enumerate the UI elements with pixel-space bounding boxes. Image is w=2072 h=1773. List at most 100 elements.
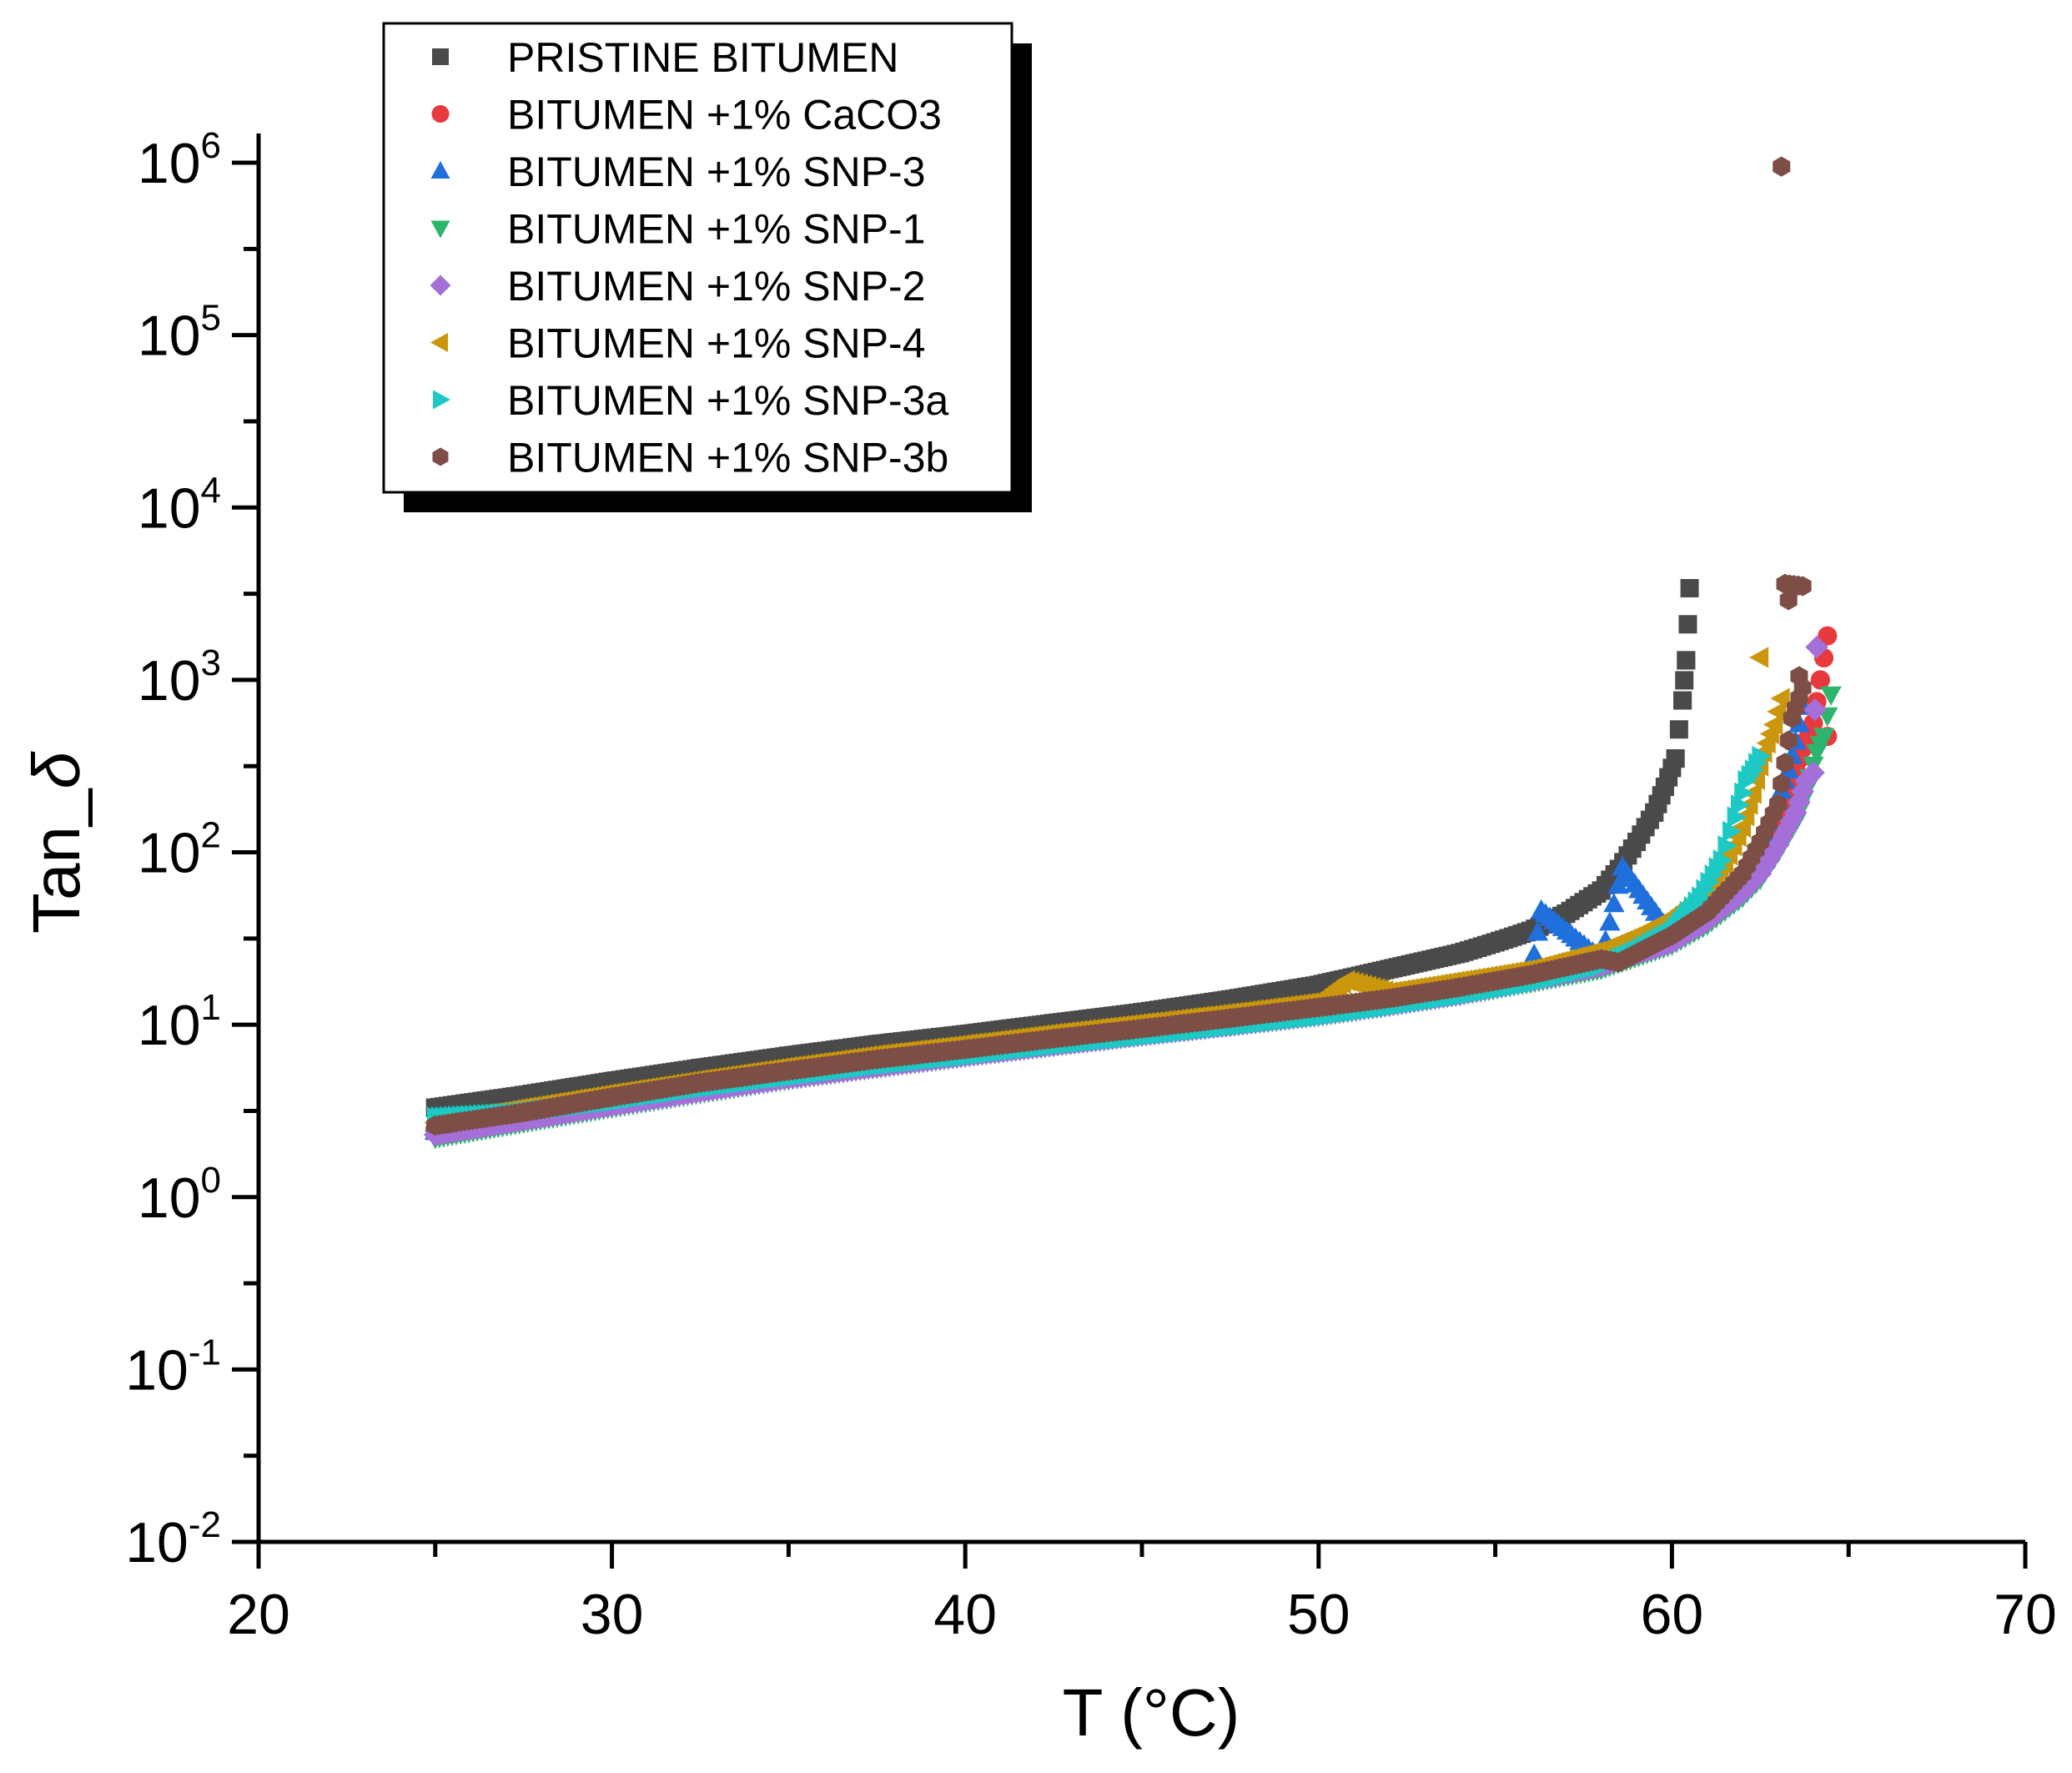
legend-item: BITUMEN +1% SNP-3b	[432, 435, 948, 481]
legend-marker	[430, 333, 448, 352]
legend-marker	[433, 390, 450, 410]
data-point	[426, 1115, 445, 1136]
legend-marker	[430, 161, 450, 179]
data-point	[868, 1049, 886, 1070]
data-point	[1610, 952, 1628, 973]
data-point	[1309, 975, 1328, 995]
x-tick-label: 20	[227, 1583, 290, 1646]
data-point	[603, 1086, 621, 1108]
data-point	[1673, 691, 1692, 710]
series-8	[426, 156, 1812, 1136]
legend-label: BITUMEN +1% CaCO3	[507, 92, 942, 139]
legend: PRISTINE BITUMEN BITUMEN +1% CaCO3 BITUMEN…	[382, 22, 1032, 512]
legend-item: BITUMEN +1% SNP-3a	[433, 377, 949, 424]
legend-marker	[430, 220, 450, 239]
data-point	[1749, 647, 1769, 668]
legend-item: BITUMEN +1% SNP-3	[430, 149, 926, 195]
data-point	[1666, 749, 1685, 768]
data-point	[1806, 743, 1828, 763]
y-tick-label: 102	[138, 815, 221, 885]
legend-label: BITUMEN +1% SNP-1	[507, 206, 926, 253]
data-point	[1677, 651, 1696, 670]
data-point	[1793, 576, 1812, 597]
data-point	[1335, 970, 1355, 992]
legend-item: BITUMEN +1% SNP-1	[430, 206, 926, 253]
data-point	[1783, 708, 1801, 728]
data-point	[1752, 745, 1772, 768]
data-point	[515, 1102, 533, 1123]
data-point	[1451, 977, 1469, 998]
y-tick-label: 10-2	[125, 1504, 221, 1574]
legend-marker	[432, 447, 449, 466]
x-tick-label: 50	[1287, 1583, 1350, 1646]
data-point	[1044, 1028, 1063, 1049]
data-point	[1627, 832, 1647, 851]
data-point-fill	[1603, 893, 1625, 913]
legend-item: BITUMEN +1% SNP-2	[430, 263, 926, 310]
data-point-fill	[1678, 615, 1697, 634]
legend-label: BITUMEN +1% SNP-3a	[507, 377, 949, 424]
legend-marker	[432, 48, 449, 65]
x-tick-label: 70	[1994, 1583, 2057, 1646]
data-point	[1380, 988, 1398, 1009]
data-point	[1813, 728, 1835, 748]
data-point	[1770, 688, 1790, 709]
legend-item: BITUMEN +1% SNP-4	[430, 320, 926, 367]
y-tick-label: 101	[138, 987, 221, 1057]
data-point	[1818, 626, 1838, 646]
x-tick-label: 40	[933, 1583, 997, 1646]
legend-item: PRISTINE BITUMEN	[432, 34, 898, 81]
data-point	[1655, 777, 1674, 796]
data-point	[1712, 849, 1733, 871]
tick-labels: 20 30 40 50 60 70 10-2 10-1 100 101 102 103 104 105 10…	[125, 125, 2057, 1646]
data-point	[1698, 902, 1717, 923]
data-point-fill	[1669, 720, 1688, 739]
data-point	[1133, 1018, 1151, 1039]
data-point-fill	[1526, 921, 1549, 941]
data-point	[1380, 960, 1399, 979]
x-tick-label: 30	[581, 1583, 644, 1646]
data-point	[1783, 801, 1808, 824]
x-tick-label: 60	[1641, 1583, 1704, 1646]
data-point	[1751, 831, 1769, 853]
data-point	[1531, 899, 1552, 919]
data-point	[779, 1060, 797, 1081]
legend-marker	[431, 105, 450, 123]
legend-marker	[430, 275, 451, 296]
data-point-fill	[1599, 911, 1621, 931]
data-point	[1692, 886, 1712, 908]
data-point	[1773, 156, 1791, 177]
data-point-fill	[1803, 698, 1827, 722]
y-tick-label: 106	[138, 125, 221, 195]
data-point	[1790, 666, 1808, 687]
y-tick-label: 105	[138, 298, 221, 368]
data-point	[1733, 864, 1752, 884]
legend-box	[382, 22, 1013, 494]
axes	[232, 133, 2028, 1569]
y-axis-title-symbol: δ	[19, 750, 93, 788]
y-axis-title-base: Tan_	[19, 788, 93, 934]
data-point	[1810, 670, 1830, 690]
data-point	[1310, 997, 1328, 1018]
y-axis-title: Tan_δ	[19, 750, 93, 933]
y-tick-label: 103	[138, 642, 221, 713]
legend-label: BITUMEN +1% SNP-2	[507, 263, 926, 310]
data-point	[1802, 761, 1825, 784]
data-point	[1221, 1008, 1240, 1029]
data-point	[1820, 686, 1842, 706]
data-point	[1521, 965, 1540, 985]
data-point	[692, 1072, 709, 1093]
data-point	[1592, 949, 1611, 970]
y-tick-label: 100	[138, 1160, 221, 1230]
data-point	[1592, 881, 1611, 900]
data-point	[1805, 635, 1828, 659]
data-point	[1744, 759, 1765, 781]
data-point-fill	[1779, 730, 1798, 751]
data-point	[956, 1039, 974, 1060]
data-point	[1738, 770, 1758, 792]
y-tick-label: 10-1	[125, 1332, 221, 1402]
data-point	[1645, 803, 1664, 822]
data-point-fill	[1523, 943, 1545, 963]
data-point	[1766, 834, 1790, 857]
